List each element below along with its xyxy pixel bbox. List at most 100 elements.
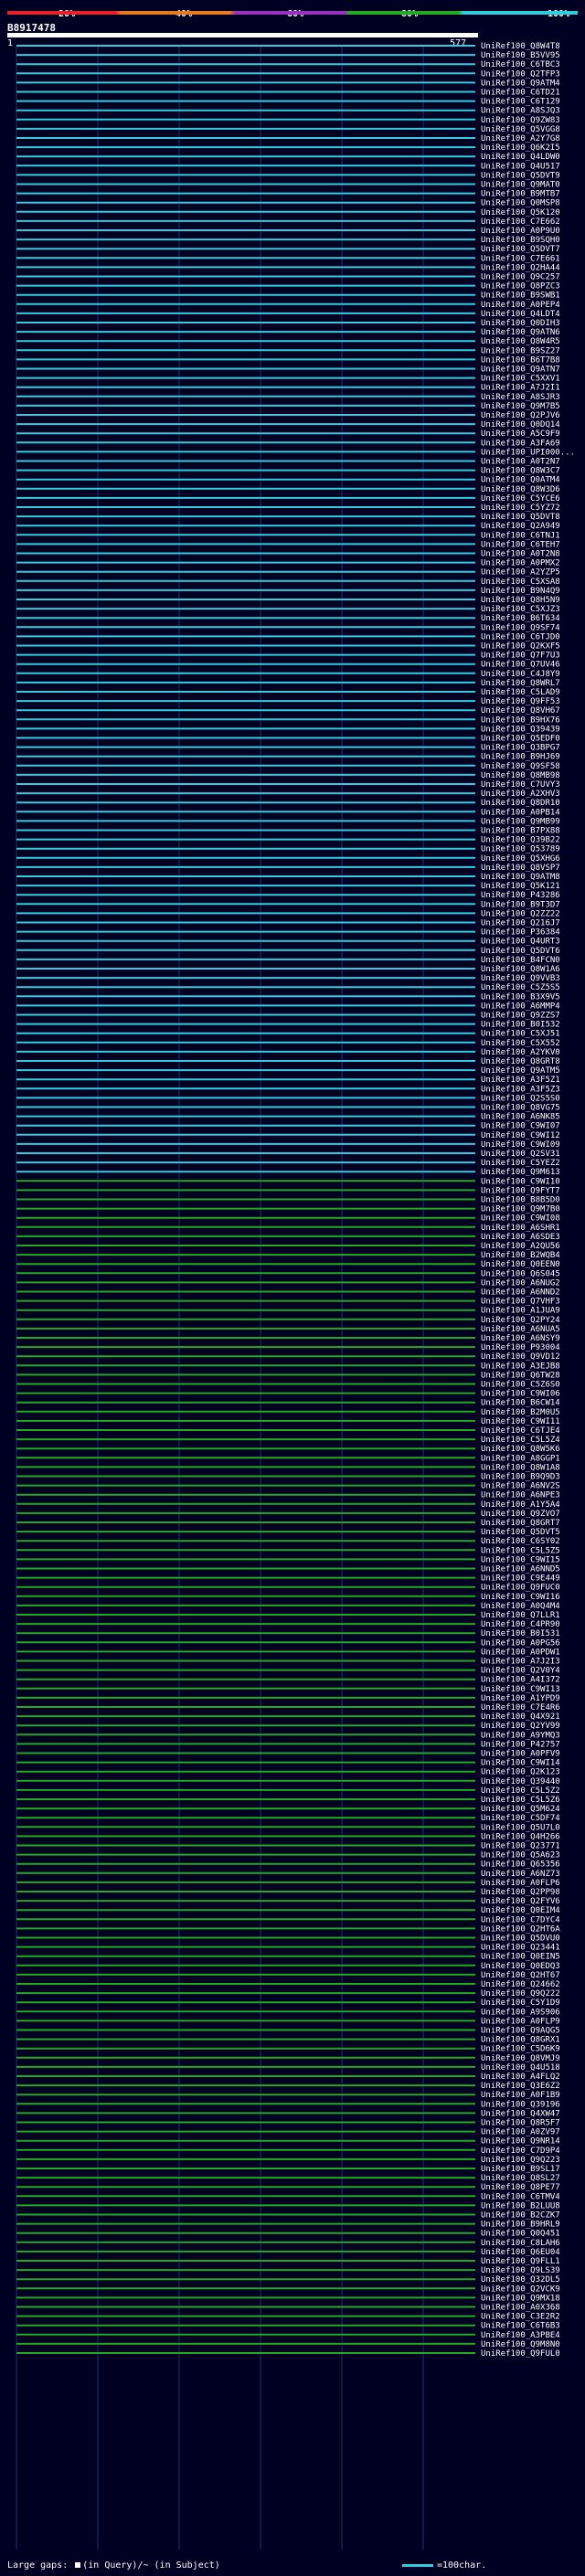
hit-row[interactable]: UniRef100_Q8VG75 [16,1104,560,1113]
hit-row[interactable]: UniRef100_Q3BPG7 [16,744,560,753]
hit-row[interactable]: UniRef100_C5YEZ2 [16,1159,560,1168]
hit-row[interactable]: UniRef100_A1Y5A4 [16,1500,560,1510]
hit-row[interactable]: UniRef100_B2M0U5 [16,1408,560,1417]
hit-row[interactable]: UniRef100_B2LUU8 [16,2201,560,2210]
hit-row[interactable]: UniRef100_C6TBC3 [16,60,560,69]
hit-row[interactable]: UniRef100_Q6EU04 [16,2248,560,2257]
hit-row[interactable]: UniRef100_C5XJZ3 [16,605,560,614]
hit-row[interactable]: UniRef100_C9WI15 [16,1555,560,1564]
hit-row[interactable]: UniRef100_B9Q9D3 [16,1473,560,1482]
hit-row[interactable]: UniRef100_Q9MX18 [16,2294,560,2303]
hit-row[interactable]: UniRef100_Q9VD12 [16,1352,560,1362]
hit-row[interactable]: UniRef100_C4PR90 [16,1620,560,1629]
hit-row[interactable]: UniRef100_P42757 [16,1740,560,1749]
hit-row[interactable]: UniRef100_Q9SF58 [16,762,560,771]
hit-row[interactable]: UniRef100_Q9SF74 [16,623,560,632]
hit-row[interactable]: UniRef100_Q5XHG6 [16,854,560,864]
hit-row[interactable]: UniRef100_A0PDW1 [16,1648,560,1657]
hit-row[interactable]: UniRef100_Q23441 [16,1944,560,1953]
hit-row[interactable]: UniRef100_C6T129 [16,98,560,107]
hit-row[interactable]: UniRef100_C5XSA8 [16,578,560,587]
hit-row[interactable]: UniRef100_C7UVY3 [16,780,560,790]
hit-row[interactable]: UniRef100_Q4URT3 [16,938,560,947]
hit-row[interactable]: UniRef100_C7E661 [16,254,560,263]
hit-row[interactable]: UniRef100_Q0EDQ3 [16,1962,560,1971]
hit-row[interactable]: UniRef100_B0I531 [16,1629,560,1638]
hit-row[interactable]: UniRef100_C6TMV4 [16,2192,560,2201]
hit-row[interactable]: UniRef100_Q5DVU0 [16,1935,560,1944]
hit-row[interactable]: UniRef100_Q39440 [16,1777,560,1786]
hit-row[interactable]: UniRef100_A0P9U0 [16,227,560,236]
hit-row[interactable]: UniRef100_A0FLP6 [16,1879,560,1888]
hit-row[interactable]: UniRef100_Q2A949 [16,522,560,531]
hit-row[interactable]: UniRef100_Q9LS39 [16,2266,560,2275]
hit-row[interactable]: UniRef100_Q2K123 [16,1768,560,1777]
hit-row[interactable]: UniRef100_Q0EIM4 [16,1906,560,1915]
hit-row[interactable]: UniRef100_Q4XW47 [16,2109,560,2118]
hit-row[interactable]: UniRef100_A0T2N8 [16,550,560,559]
hit-row[interactable]: UniRef100_Q9FUL0 [16,2349,560,2359]
hit-row[interactable]: UniRef100_Q9MAT0 [16,181,560,190]
hit-row[interactable]: UniRef100_Q2VCK9 [16,2284,560,2294]
hit-row[interactable]: UniRef100_Q8VSP7 [16,864,560,873]
hit-row[interactable]: UniRef100_A0F1B9 [16,2091,560,2100]
hit-row[interactable]: UniRef100_Q8WRL7 [16,679,560,688]
hit-row[interactable]: UniRef100_Q9AQG5 [16,2027,560,2036]
hit-row[interactable]: UniRef100_A3PBE4 [16,2331,560,2340]
hit-row[interactable]: UniRef100_Q2SV31 [16,1150,560,1159]
hit-row[interactable]: UniRef100_C5L5Z2 [16,1786,560,1796]
hit-row[interactable]: UniRef100_Q8MB98 [16,771,560,780]
hit-row[interactable]: UniRef100_Q8W5K6 [16,1445,560,1454]
hit-row[interactable]: UniRef100_Q65356 [16,1860,560,1870]
hit-row[interactable]: UniRef100_C6T6B3 [16,2322,560,2331]
hit-row[interactable]: UniRef100_C5XJ51 [16,1030,560,1039]
hit-row[interactable]: UniRef100_C6SY02 [16,1537,560,1546]
hit-row[interactable]: UniRef100_A6NND2 [16,1288,560,1298]
hit-row[interactable]: UniRef100_C5XXV1 [16,375,560,384]
hit-row[interactable]: UniRef100_A6SDE3 [16,1233,560,1242]
hit-row[interactable]: UniRef100_Q8W1A8 [16,1463,560,1472]
hit-row[interactable]: UniRef100_Q23771 [16,1842,560,1851]
hit-row[interactable]: UniRef100_C6TNJ1 [16,531,560,540]
hit-row[interactable]: UniRef100_Q6TW28 [16,1371,560,1380]
hit-row[interactable]: UniRef100_B9HX76 [16,716,560,725]
hit-row[interactable]: UniRef100_A6NUA5 [16,1325,560,1334]
hit-row[interactable]: UniRef100_B9HJ69 [16,753,560,762]
hit-row[interactable]: UniRef100_C6TEH7 [16,540,560,549]
hit-row[interactable]: UniRef100_Q5M624 [16,1805,560,1814]
hit-row[interactable]: UniRef100_C5L5Z6 [16,1796,560,1805]
hit-row[interactable]: UniRef100_C7E4R6 [16,1703,560,1712]
hit-row[interactable]: UniRef100_C9WI13 [16,1685,560,1694]
hit-row[interactable]: UniRef100_Q7LLR1 [16,1611,560,1620]
hit-row[interactable]: UniRef100_Q2ZZ22 [16,909,560,918]
hit-row[interactable]: UniRef100_Q53789 [16,845,560,854]
hit-row[interactable]: UniRef100_Q6K2I5 [16,143,560,153]
hit-row[interactable]: UniRef100_Q9ATM5 [16,1066,560,1076]
hit-row[interactable]: UniRef100_Q8R5F7 [16,2119,560,2128]
hit-row[interactable]: UniRef100_A0T2N7 [16,458,560,467]
hit-row[interactable]: UniRef100_A8SJQ3 [16,107,560,116]
hit-row[interactable]: UniRef100_Q8VH67 [16,706,560,716]
hit-row[interactable]: UniRef100_Q8GRT7 [16,1519,560,1528]
hit-row[interactable]: UniRef100_Q5EDF0 [16,735,560,744]
hit-row[interactable]: UniRef100_Q9VVB3 [16,974,560,983]
hit-row[interactable]: UniRef100_A0PFV9 [16,1750,560,1759]
hit-row[interactable]: UniRef100_B9T3D7 [16,900,560,909]
hit-row[interactable]: UniRef100_B9SWB1 [16,292,560,301]
hit-row[interactable]: UniRef100_Q9MB99 [16,817,560,826]
hit-row[interactable]: UniRef100_A3EJB8 [16,1362,560,1371]
hit-row[interactable]: UniRef100_C9WI09 [16,1140,560,1150]
hit-row[interactable]: UniRef100_B6CW14 [16,1399,560,1408]
hit-row[interactable]: UniRef100_C9WI08 [16,1214,560,1224]
hit-row[interactable]: UniRef100_C5L5Z4 [16,1436,560,1445]
hit-row[interactable]: UniRef100_C8LAH6 [16,2239,560,2248]
hit-row[interactable]: UniRef100_A6NSY9 [16,1334,560,1343]
hit-row[interactable]: UniRef100_A2Y7G8 [16,134,560,143]
hit-row[interactable]: UniRef100_A2YKV0 [16,1048,560,1057]
hit-row[interactable]: UniRef100_Q5K121 [16,882,560,891]
hit-row[interactable]: UniRef100_P93004 [16,1343,560,1352]
hit-row[interactable]: UniRef100_A2XHV3 [16,790,560,799]
hit-row[interactable]: UniRef100_A6NPE3 [16,1491,560,1500]
hit-row[interactable]: UniRef100_Q8VMJ9 [16,2054,560,2063]
hit-row[interactable]: UniRef100_C5YZ72 [16,504,560,513]
